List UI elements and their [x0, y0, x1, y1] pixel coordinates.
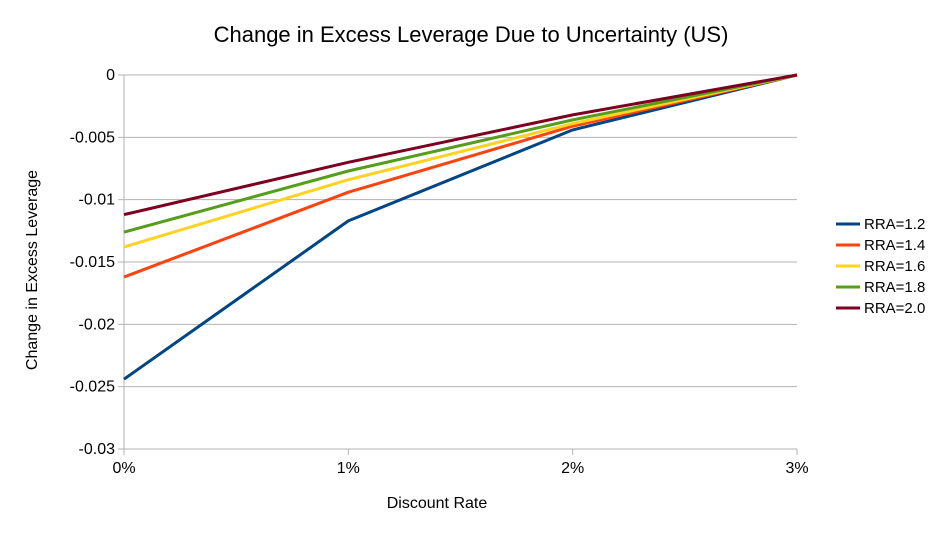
series-line-3	[123, 73, 798, 249]
x-tick-label: 2%	[561, 460, 584, 477]
y-tick-label: -0.03	[79, 441, 116, 458]
chart-title: Change in Excess Leverage Due to Uncerta…	[214, 22, 729, 47]
y-tick-label: 0	[106, 67, 115, 84]
x-tick-label: 0%	[112, 460, 135, 477]
legend-label: RRA=1.2	[864, 216, 925, 233]
y-tick-label: -0.005	[70, 129, 115, 146]
legend-label: RRA=1.6	[864, 258, 925, 275]
legend-label: RRA=1.4	[864, 237, 925, 254]
y-axis-title: Change in Excess Leverage	[24, 170, 41, 370]
y-tick-label: -0.01	[79, 192, 116, 209]
y-tick-label: -0.015	[70, 254, 115, 271]
series-line-5	[123, 73, 798, 217]
legend-label: RRA=2.0	[864, 300, 925, 317]
legend-label: RRA=1.8	[864, 279, 925, 296]
x-tick-label: 3%	[785, 460, 808, 477]
y-tick-label: -0.025	[70, 379, 115, 396]
series-line-4	[123, 73, 798, 234]
axes: 0 -0.005 -0.01 -0.015 -0.02 -0.025 -0.03 0% 1% 2%…	[70, 67, 809, 477]
gridlines	[124, 74, 797, 450]
legend: RRA=1.2 RRA=1.4 RRA=1.6 RRA=1.8 RRA=2.0	[836, 216, 925, 317]
series-lines	[123, 73, 798, 381]
series-line-1	[123, 73, 798, 381]
x-tick-label: 1%	[337, 460, 360, 477]
x-axis-title: Discount Rate	[387, 495, 488, 512]
y-tick-label: -0.02	[79, 316, 116, 333]
